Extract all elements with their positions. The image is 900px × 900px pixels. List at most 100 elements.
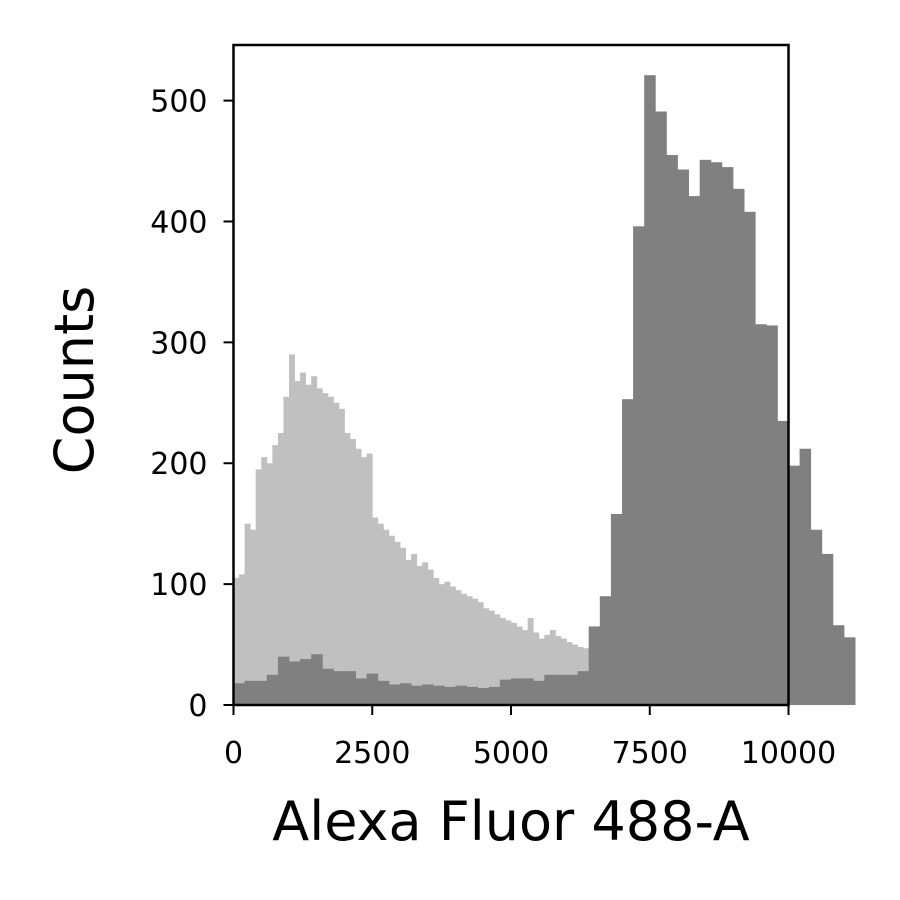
histogram-bar <box>438 584 445 705</box>
histogram-bar <box>277 656 290 705</box>
histogram-bar <box>455 590 462 705</box>
histogram-bar <box>405 559 412 705</box>
histogram-bar <box>555 674 567 705</box>
histogram-bar <box>361 457 368 705</box>
histogram-bar <box>344 671 356 705</box>
y-tick-label: 400 <box>150 205 207 240</box>
histogram-bar <box>433 578 440 705</box>
histogram-bar <box>355 678 368 705</box>
x-tick-label: 0 <box>224 736 243 771</box>
histogram-bar <box>455 685 467 705</box>
histogram-bar <box>744 211 756 706</box>
histogram-bar <box>666 155 678 705</box>
histogram-bar <box>844 637 856 705</box>
histogram-bar <box>821 553 834 705</box>
histogram-bar <box>327 396 334 705</box>
histogram-bar <box>261 457 268 705</box>
histogram-bar <box>699 159 712 706</box>
histogram-bar <box>333 671 345 705</box>
histogram-bar <box>411 685 423 705</box>
histogram-bar <box>494 614 501 705</box>
histogram-bar <box>499 617 506 705</box>
histogram-bar <box>289 354 295 705</box>
histogram-bar <box>588 626 601 705</box>
histogram-bar <box>411 553 418 705</box>
histogram-bar <box>810 529 823 705</box>
histogram-bar <box>755 324 767 705</box>
histogram-bar <box>333 402 340 705</box>
histogram-bar <box>633 226 645 706</box>
histogram-bar <box>400 547 406 705</box>
histogram-bar <box>522 630 529 705</box>
histogram-bar <box>566 642 573 705</box>
histogram-bar <box>311 654 323 705</box>
histogram-bar <box>316 388 323 705</box>
histogram-bar <box>577 671 590 705</box>
histogram-bar <box>544 674 556 705</box>
histogram-bar <box>622 399 634 705</box>
y-tick-label: 100 <box>150 568 207 603</box>
histogram-bar <box>433 685 445 705</box>
histogram-bar <box>466 596 473 705</box>
x-tick-label: 5000 <box>473 736 549 771</box>
histogram-bar <box>388 684 401 705</box>
histogram-bar <box>311 376 318 705</box>
histogram-bar <box>394 541 401 705</box>
histogram-bar <box>305 384 312 705</box>
histogram-bar <box>511 622 517 705</box>
histogram-bar <box>300 659 312 705</box>
histogram-bar <box>788 465 800 705</box>
histogram-bar <box>383 529 390 705</box>
histogram-bar <box>472 598 479 705</box>
histogram-bar <box>444 686 456 705</box>
x-tick-label: 7500 <box>612 736 688 771</box>
histogram-bar <box>733 188 745 705</box>
histogram-bar <box>272 445 279 705</box>
histogram-bar <box>444 581 451 705</box>
histogram-bar <box>766 325 778 705</box>
histogram-bar <box>560 638 567 705</box>
histogram-series-2 <box>233 75 856 706</box>
histogram-bar <box>366 673 379 705</box>
histogram-bar <box>449 586 456 705</box>
histogram-bar <box>350 439 356 705</box>
histogram-bar <box>477 688 490 705</box>
y-tick-label: 300 <box>150 326 207 361</box>
histogram-bar <box>644 75 656 705</box>
histogram-bar <box>400 683 412 705</box>
x-axis-label: Alexa Fluor 488-A <box>272 790 749 853</box>
histogram-bar <box>516 626 523 705</box>
histogram-bar <box>499 679 512 705</box>
histogram-bar <box>799 448 812 705</box>
histogram-bar <box>355 448 362 705</box>
histogram-bar <box>338 408 345 705</box>
histogram-bar <box>505 620 512 705</box>
histogram-bar <box>233 683 245 705</box>
histogram-bar <box>239 574 245 705</box>
histogram-bar <box>522 678 534 705</box>
histogram-bar <box>710 162 723 705</box>
histogram-bar <box>832 625 845 705</box>
histogram-bar <box>477 602 484 705</box>
y-tick-label: 200 <box>150 447 207 482</box>
y-axis: 0 100 200 300 400 500 <box>150 85 234 724</box>
histogram-bar <box>488 610 495 705</box>
histogram-bar <box>483 608 490 705</box>
histogram-bar <box>422 562 429 705</box>
histogram-bar <box>266 674 279 705</box>
histogram-bar <box>549 630 556 705</box>
histogram-bar <box>294 381 301 705</box>
histogram-bar <box>322 668 334 705</box>
histogram-bar <box>255 680 268 705</box>
histogram-bar <box>422 684 434 705</box>
histogram-bar <box>388 535 395 705</box>
histogram-bar <box>255 469 262 705</box>
histogram-bar <box>677 169 689 705</box>
histogram-bar <box>277 433 284 705</box>
histogram-bar <box>538 638 545 705</box>
histogram-bar <box>266 463 273 705</box>
y-tick-label: 500 <box>150 85 207 120</box>
histogram-bar <box>289 661 301 705</box>
histogram-bar <box>610 514 623 705</box>
